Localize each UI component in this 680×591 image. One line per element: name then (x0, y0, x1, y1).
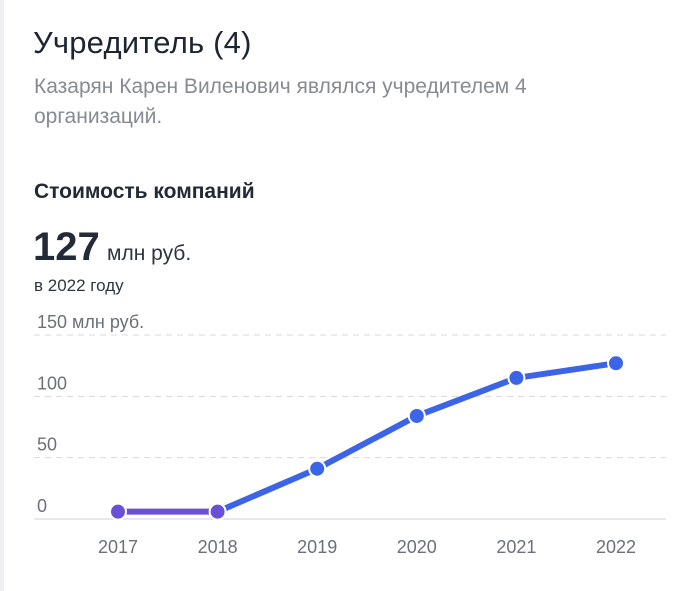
data-point (607, 354, 625, 373)
y-tick-label: 100 (37, 373, 67, 393)
x-tick-label: 2022 (596, 537, 636, 557)
y-tick-label: 0 (37, 496, 47, 516)
chart-series (109, 354, 625, 521)
data-point (407, 406, 426, 425)
total-value: 127 (33, 225, 100, 269)
section-title: Стоимость компаний (34, 180, 255, 203)
x-tick-label: 2017 (98, 537, 138, 557)
x-tick-label: 2018 (198, 537, 238, 557)
left-edge-bar (0, 0, 4, 591)
x-tick-label: 2021 (496, 537, 536, 557)
total-value-unit: млн руб. (107, 242, 192, 265)
x-tick-label: 2020 (397, 537, 437, 557)
data-point (109, 502, 127, 521)
series-line-segment (513, 360, 619, 381)
chart-grid (34, 334, 666, 520)
series-line-segment (214, 465, 321, 515)
data-point (308, 459, 327, 478)
y-tick-label: 50 (37, 435, 57, 455)
series-line-segment (314, 412, 420, 472)
founder-description: Казарян Карен Виленович являлся учредите… (34, 75, 527, 128)
chart-y-axis: 150 млн руб. 100 50 0 (37, 312, 144, 516)
x-tick-label: 2019 (297, 537, 337, 557)
y-tick-label: 150 млн руб. (37, 312, 144, 332)
chart-x-axis: 2017 2018 2019 2020 2021 2022 (98, 537, 636, 557)
value-year-note: в 2022 году (34, 276, 124, 295)
page-title: Учредитель (4) (33, 25, 252, 60)
series-line-segment (413, 374, 520, 419)
data-point (208, 502, 227, 521)
data-point (507, 368, 526, 387)
